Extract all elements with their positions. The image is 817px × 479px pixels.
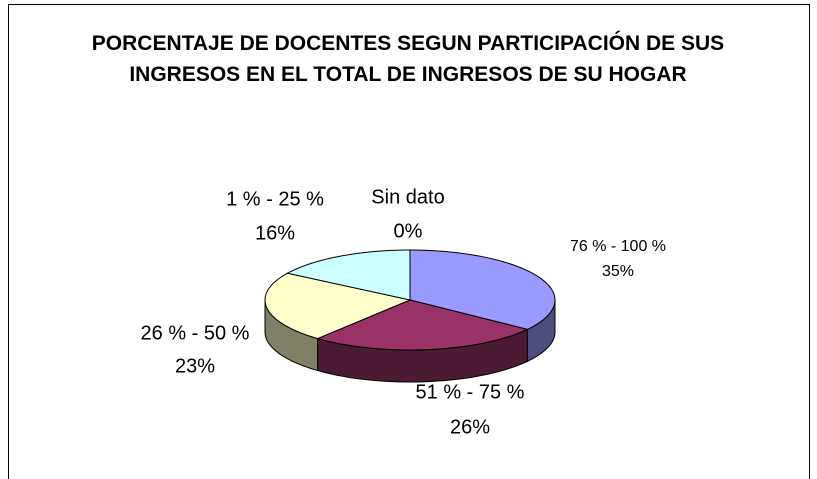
chart-title: PORCENTAJE DE DOCENTES SEGUN PARTICIPACI…: [91, 32, 725, 86]
slice: [264, 272, 412, 340]
slice-value-label: 0%: [394, 220, 423, 242]
slice-value-label: 26%: [450, 416, 490, 438]
slice-value-label: 16%: [255, 222, 295, 244]
slice-label: 76 % - 100 %: [570, 238, 666, 255]
slice: [316, 299, 529, 351]
slice-label: Sin dato: [371, 186, 444, 208]
slice: [286, 249, 411, 301]
slice-value-label: 23%: [175, 355, 215, 377]
chart-frame: [8, 4, 810, 479]
slice-label: 1 % - 25 %: [226, 188, 324, 210]
slice-value-label: 35%: [602, 263, 634, 280]
pie: [264, 249, 556, 383]
slice-label: 51 % - 75 %: [416, 381, 525, 403]
slice-label: 26 % - 50 %: [141, 322, 250, 344]
slice: [409, 249, 556, 330]
